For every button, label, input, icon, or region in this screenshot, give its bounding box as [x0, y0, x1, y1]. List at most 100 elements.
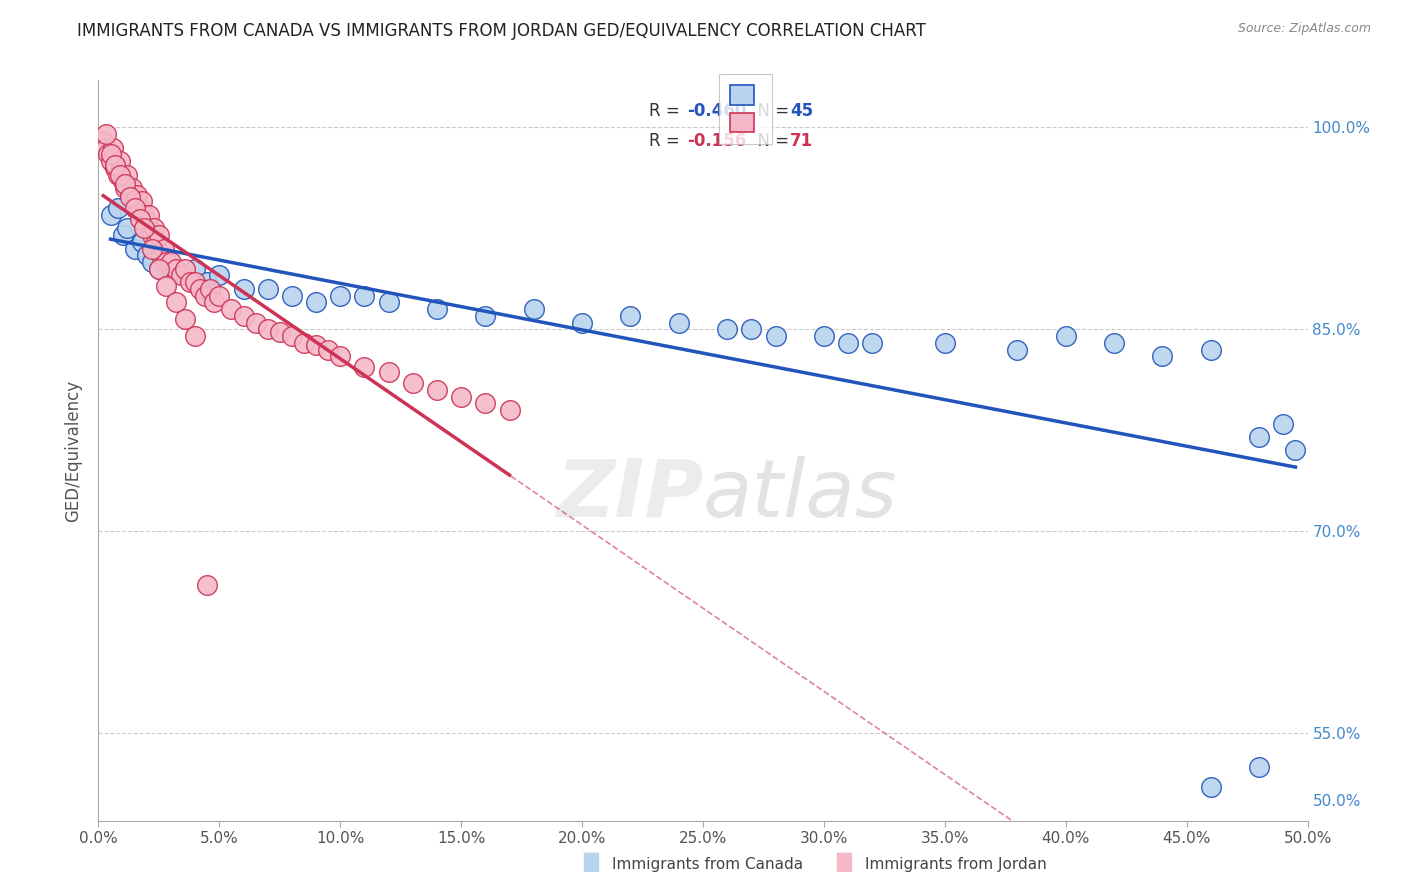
Point [114, 177, 136, 191]
Point [111, 174, 134, 188]
Point [124, 201, 146, 215]
Point [188, 282, 211, 296]
Point [165, 295, 187, 310]
Text: Immigrants from Canada: Immigrants from Canada [612, 857, 803, 872]
Point [716, 322, 738, 336]
Point [135, 248, 157, 262]
Point [128, 201, 150, 215]
Point [292, 335, 315, 350]
Point [148, 261, 170, 276]
Point [94, 127, 117, 141]
Point [221, 302, 243, 317]
Point [860, 335, 883, 350]
Point [117, 168, 139, 182]
Point [198, 282, 221, 296]
Point [740, 322, 762, 336]
Point [169, 268, 191, 283]
Point [377, 295, 399, 310]
Point [141, 242, 163, 256]
Point [124, 242, 146, 256]
Point [127, 187, 149, 202]
Point [101, 140, 124, 154]
Point [107, 168, 129, 182]
Point [184, 261, 207, 276]
Point [111, 228, 134, 243]
Text: -0.460: -0.460 [688, 103, 747, 120]
Point [114, 181, 136, 195]
Point [172, 268, 194, 283]
Point [765, 329, 787, 343]
Point [148, 261, 170, 276]
Point [1054, 329, 1077, 343]
Text: Immigrants from Jordan: Immigrants from Jordan [865, 857, 1046, 872]
Point [498, 403, 520, 417]
Point [232, 282, 254, 296]
Point [118, 190, 141, 204]
Point [134, 221, 156, 235]
Point [118, 187, 141, 202]
Text: 45: 45 [790, 103, 813, 120]
Point [1102, 335, 1125, 350]
Point [195, 275, 218, 289]
Point [232, 309, 254, 323]
Point [256, 322, 278, 336]
Point [184, 275, 207, 289]
Point [174, 261, 197, 276]
Point [141, 255, 163, 269]
Point [305, 338, 328, 352]
Point [121, 181, 143, 195]
Point [204, 295, 226, 310]
Point [135, 214, 157, 228]
Point [97, 147, 120, 161]
Point [165, 261, 187, 276]
Legend: , : , [718, 74, 772, 144]
Point [174, 311, 197, 326]
Point [107, 201, 129, 215]
Point [128, 211, 150, 226]
Point [1199, 343, 1222, 357]
Point [1249, 760, 1271, 774]
Point [281, 288, 304, 302]
Point [934, 335, 956, 350]
Text: R =: R = [648, 103, 685, 120]
Point [523, 302, 546, 317]
Point [100, 154, 122, 169]
Point [131, 194, 153, 209]
Point [305, 295, 328, 310]
Point [148, 228, 170, 243]
Point [1199, 780, 1222, 794]
Point [108, 168, 131, 182]
Point [179, 275, 201, 289]
Text: IMMIGRANTS FROM CANADA VS IMMIGRANTS FROM JORDAN GED/EQUIVALENCY CORRELATION CHA: IMMIGRANTS FROM CANADA VS IMMIGRANTS FRO… [77, 22, 927, 40]
Point [316, 343, 339, 357]
Point [1249, 430, 1271, 444]
Point [108, 154, 131, 169]
Point [145, 235, 167, 249]
Point [426, 302, 449, 317]
Point [94, 140, 117, 154]
Point [269, 325, 291, 339]
Text: N =: N = [747, 132, 794, 150]
Point [184, 329, 207, 343]
Text: █: █ [837, 853, 851, 872]
Point [329, 288, 352, 302]
Point [208, 288, 231, 302]
Y-axis label: GED/Equivalency: GED/Equivalency [65, 379, 83, 522]
Text: █: █ [583, 853, 598, 872]
Point [160, 261, 183, 276]
Point [152, 242, 174, 256]
Point [1007, 343, 1029, 357]
Point [474, 396, 496, 410]
Point [571, 316, 593, 330]
Point [813, 329, 835, 343]
Point [353, 288, 375, 302]
Point [100, 147, 122, 161]
Point [837, 335, 859, 350]
Point [619, 309, 641, 323]
Text: 71: 71 [790, 132, 813, 150]
Point [131, 235, 153, 249]
Text: -0.156: -0.156 [688, 132, 747, 150]
Point [450, 390, 472, 404]
Point [104, 161, 127, 175]
Point [329, 349, 352, 363]
